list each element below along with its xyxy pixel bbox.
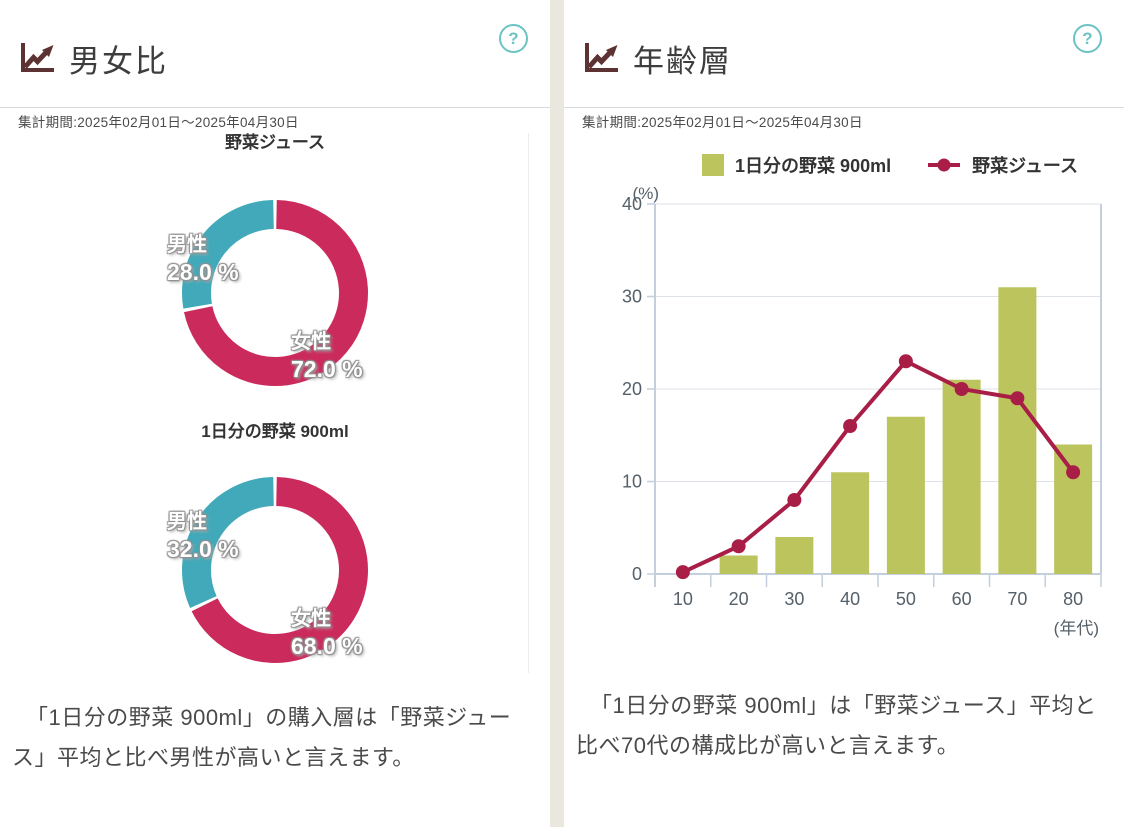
svg-text:20: 20: [622, 379, 642, 399]
donut2-title: 1日分の野菜 900ml: [201, 422, 349, 441]
legend-item-bar: 1日分の野菜 900ml: [702, 152, 891, 178]
svg-text:60: 60: [952, 589, 972, 609]
donut2-male-label: 男性 32.0 %: [167, 511, 239, 562]
donut1-chart: 男性 28.0 % 女性 72.0 %: [167, 193, 375, 393]
gender-panel-header: 男女比 ? 集計期間:2025年02月01日～2025年04月30日: [0, 0, 550, 130]
line-dot-swatch-icon: [928, 158, 961, 172]
trend-chart-icon: [585, 43, 618, 73]
bar-swatch-icon: [702, 154, 725, 176]
svg-text:(%): (%): [633, 184, 659, 203]
gender-help-button[interactable]: ?: [499, 24, 528, 53]
gender-summary-text: 「1日分の野菜 900ml」の購入層は「野菜ジュース」平均と比べ男性が高いと言え…: [12, 705, 512, 770]
svg-text:0: 0: [632, 564, 642, 584]
legend-bar-label: 1日分の野菜 900ml: [735, 156, 892, 176]
svg-text:10: 10: [622, 472, 642, 492]
age-period-label: 集計期間:2025年02月01日～2025年04月30日: [582, 114, 863, 130]
svg-text:40: 40: [622, 194, 642, 214]
question-mark-icon: ?: [508, 28, 519, 48]
svg-text:40: 40: [840, 589, 860, 609]
svg-text:20: 20: [729, 589, 749, 609]
donut1-title: 野菜ジュース: [225, 133, 325, 152]
age-panel-header: 年齢層 ? 集計期間:2025年02月01日～2025年04月30日: [564, 0, 1124, 130]
donut1-female-label: 女性 72.0 %: [291, 331, 363, 382]
age-combo-chart: 0 10 20 30 40 10 20 30 40 50 60 70 80 (%) (年代): [622, 184, 1102, 638]
age-panel-title: 年齢層: [633, 43, 732, 79]
trend-chart-icon: [21, 43, 54, 73]
age-chart-legend: 1日分の野菜 900ml 野菜ジュース: [610, 152, 1124, 178]
gender-ratio-panel: 男女比 ? 集計期間:2025年02月01日～2025年04月30日 野菜ジュー…: [0, 0, 550, 827]
legend-item-line: 野菜ジュース: [927, 152, 1078, 178]
donut2-canvas: [182, 477, 368, 663]
svg-text:10: 10: [673, 589, 693, 609]
gender-period-label: 集計期間:2025年02月01日～2025年04月30日: [18, 114, 299, 130]
svg-text:80: 80: [1063, 589, 1083, 609]
question-mark-icon: ?: [1082, 28, 1093, 48]
chart-area-divider: [528, 133, 529, 673]
donut2-female-label: 女性 68.0 %: [291, 608, 363, 659]
svg-text:50: 50: [896, 589, 916, 609]
svg-text:(年代): (年代): [1054, 619, 1099, 638]
age-summary-text: 「1日分の野菜 900ml」は「野菜ジュース」平均と比べ70代の構成比が高いと言…: [576, 693, 1097, 758]
age-distribution-panel: 年齢層 ? 集計期間:2025年02月01日～2025年04月30日 1日分の野…: [564, 0, 1124, 827]
donut1-male-label: 男性 28.0 %: [167, 234, 239, 285]
donut1-canvas: [182, 200, 368, 386]
svg-text:30: 30: [622, 287, 642, 307]
age-help-button[interactable]: ?: [1073, 24, 1102, 53]
svg-text:30: 30: [784, 589, 804, 609]
gender-panel-title: 男女比: [69, 43, 168, 79]
donut2-chart: 男性 32.0 % 女性 68.0 %: [167, 470, 375, 670]
legend-line-label: 野菜ジュース: [972, 156, 1078, 176]
svg-text:70: 70: [1007, 589, 1027, 609]
